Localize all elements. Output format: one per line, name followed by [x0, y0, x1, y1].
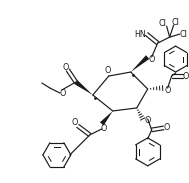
Text: O: O: [145, 116, 151, 125]
Text: O: O: [72, 118, 78, 127]
Text: Cl: Cl: [180, 30, 187, 39]
Polygon shape: [100, 111, 113, 126]
Text: O: O: [149, 55, 155, 64]
Text: O: O: [60, 89, 66, 98]
Text: Cl: Cl: [172, 18, 180, 27]
Text: O: O: [101, 124, 107, 133]
Text: O: O: [182, 72, 189, 81]
Text: Cl: Cl: [159, 19, 167, 28]
Text: O: O: [105, 66, 111, 74]
Polygon shape: [131, 55, 149, 72]
Polygon shape: [74, 80, 93, 95]
Text: O: O: [164, 85, 171, 94]
Text: O: O: [63, 63, 69, 72]
Text: O: O: [163, 123, 170, 132]
Text: HN: HN: [134, 30, 146, 39]
